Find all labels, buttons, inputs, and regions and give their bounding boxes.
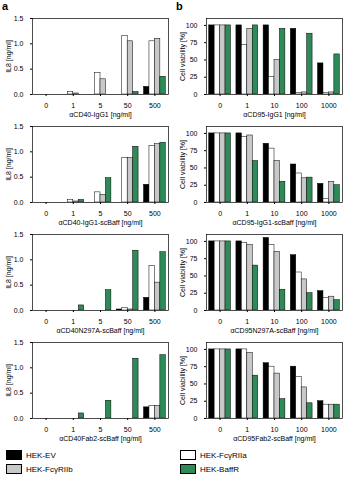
svg-text:10: 10 (271, 210, 279, 217)
svg-text:5: 5 (99, 426, 103, 433)
svg-text:25: 25 (190, 73, 198, 80)
svg-text:75: 75 (190, 39, 198, 46)
svg-text:100: 100 (296, 318, 308, 325)
svg-text:50: 50 (190, 56, 198, 63)
html-text:HEK-FcγRIIb: HEK-FcγRIIb (26, 464, 73, 474)
svg-text:1000: 1000 (321, 426, 337, 433)
svg-text:1.0: 1.0 (14, 364, 24, 371)
html-text:a: a (2, 0, 9, 12)
html-text:b: b (176, 0, 183, 12)
svg-text:1: 1 (245, 318, 249, 325)
svg-text:Cell viability [%]: Cell viability [%] (179, 140, 187, 189)
svg-text:0: 0 (218, 318, 222, 325)
svg-text:10: 10 (271, 426, 279, 433)
svg-text:0.5: 0.5 (14, 389, 24, 396)
svg-text:0: 0 (194, 199, 198, 206)
svg-text:1.0: 1.0 (14, 256, 24, 263)
svg-text:75: 75 (190, 147, 198, 154)
svg-text:0: 0 (44, 426, 48, 433)
svg-text:IL8 [ng/ml]: IL8 [ng/ml] (5, 364, 13, 397)
svg-text:0.0: 0.0 (14, 91, 24, 98)
svg-text:1.5: 1.5 (14, 339, 24, 346)
svg-text:1.0: 1.0 (14, 40, 24, 47)
svg-text:50: 50 (124, 318, 132, 325)
svg-text:0.0: 0.0 (14, 199, 24, 206)
svg-text:αCD95N297A-scBaff [ng/ml]: αCD95N297A-scBaff [ng/ml] (231, 327, 319, 335)
svg-text:50: 50 (124, 102, 132, 109)
svg-text:IL8 [ng/ml]: IL8 [ng/ml] (5, 148, 13, 181)
svg-text:50: 50 (124, 210, 132, 217)
svg-text:75: 75 (190, 363, 198, 370)
svg-text:1.0: 1.0 (14, 148, 24, 155)
svg-text:1.5: 1.5 (14, 15, 24, 22)
svg-text:0: 0 (218, 426, 222, 433)
svg-text:0: 0 (194, 307, 198, 314)
svg-text:0.5: 0.5 (14, 173, 24, 180)
svg-text:500: 500 (149, 210, 161, 217)
svg-text:αCD95-IgG1-scBaff [ng/ml]: αCD95-IgG1-scBaff [ng/ml] (232, 219, 316, 227)
svg-text:50: 50 (190, 272, 198, 279)
svg-text:5: 5 (99, 318, 103, 325)
svg-text:0.0: 0.0 (14, 307, 24, 314)
svg-text:αCD95Fab2-scBaff [ng/ml]: αCD95Fab2-scBaff [ng/ml] (233, 435, 316, 443)
svg-text:100: 100 (186, 346, 198, 353)
svg-text:Cell viability [%]: Cell viability [%] (179, 248, 187, 297)
svg-text:0: 0 (218, 102, 222, 109)
svg-text:5: 5 (99, 210, 103, 217)
svg-text:1000: 1000 (321, 102, 337, 109)
svg-text:1: 1 (71, 102, 75, 109)
svg-text:IL8 [ng/ml]: IL8 [ng/ml] (5, 40, 13, 73)
svg-text:Cell viability [%]: Cell viability [%] (179, 356, 187, 405)
svg-text:100: 100 (186, 130, 198, 137)
svg-text:100: 100 (186, 238, 198, 245)
svg-text:1000: 1000 (321, 210, 337, 217)
svg-text:1: 1 (71, 210, 75, 217)
svg-text:IL8 [ng/ml]: IL8 [ng/ml] (5, 256, 13, 289)
svg-text:0: 0 (194, 91, 198, 98)
svg-text:100: 100 (296, 102, 308, 109)
svg-text:1: 1 (245, 426, 249, 433)
svg-text:Cell viability [%]: Cell viability [%] (179, 32, 187, 81)
svg-text:50: 50 (190, 164, 198, 171)
svg-text:1: 1 (71, 318, 75, 325)
html-text:HEK-EV: HEK-EV (26, 450, 56, 460)
svg-text:100: 100 (296, 210, 308, 217)
svg-text:5: 5 (99, 102, 103, 109)
svg-text:1: 1 (71, 426, 75, 433)
svg-text:100: 100 (186, 22, 198, 29)
svg-text:25: 25 (190, 289, 198, 296)
svg-text:0: 0 (44, 102, 48, 109)
svg-text:500: 500 (149, 318, 161, 325)
svg-text:0: 0 (218, 210, 222, 217)
svg-text:1.5: 1.5 (14, 231, 24, 238)
svg-text:0.0: 0.0 (14, 415, 24, 422)
html-text:HEK-BaffR: HEK-BaffR (200, 464, 239, 474)
svg-text:1: 1 (245, 210, 249, 217)
svg-text:25: 25 (190, 181, 198, 188)
svg-text:αCD40Fab2-scBaff [ng/ml]: αCD40Fab2-scBaff [ng/ml] (59, 435, 142, 443)
svg-text:75: 75 (190, 255, 198, 262)
svg-text:50: 50 (124, 426, 132, 433)
svg-text:αCD40-IgG1-scBaff [ng/ml]: αCD40-IgG1-scBaff [ng/ml] (58, 219, 142, 227)
svg-text:1: 1 (245, 102, 249, 109)
svg-text:500: 500 (149, 426, 161, 433)
svg-text:0.5: 0.5 (14, 65, 24, 72)
svg-text:αCD95-IgG1 [ng/ml]: αCD95-IgG1 [ng/ml] (243, 111, 305, 119)
svg-text:αCD40-IgG1 [ng/ml]: αCD40-IgG1 [ng/ml] (69, 111, 131, 119)
svg-text:0.5: 0.5 (14, 281, 24, 288)
html-text:HEK-FcγRIIa: HEK-FcγRIIa (200, 450, 247, 460)
svg-text:0: 0 (194, 415, 198, 422)
svg-text:αCD40N297A-scBaff [ng/ml]: αCD40N297A-scBaff [ng/ml] (57, 327, 145, 335)
svg-text:50: 50 (190, 380, 198, 387)
svg-text:500: 500 (149, 102, 161, 109)
svg-text:25: 25 (190, 397, 198, 404)
svg-text:0: 0 (44, 318, 48, 325)
svg-text:1000: 1000 (321, 318, 337, 325)
svg-text:10: 10 (271, 102, 279, 109)
svg-text:10: 10 (271, 318, 279, 325)
svg-text:100: 100 (296, 426, 308, 433)
svg-text:1.5: 1.5 (14, 123, 24, 130)
svg-text:0: 0 (44, 210, 48, 217)
